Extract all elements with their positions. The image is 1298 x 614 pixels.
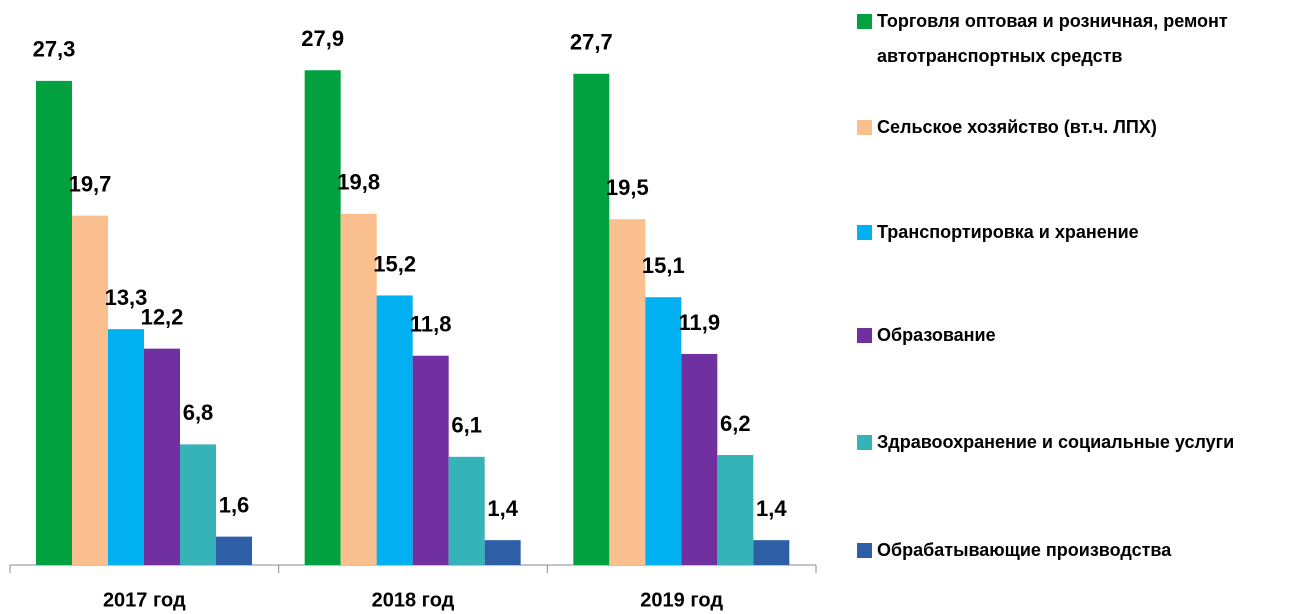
legend-swatch <box>857 14 872 29</box>
data-label: 15,2 <box>373 251 416 276</box>
bar <box>36 80 72 565</box>
legend-swatch <box>857 328 872 343</box>
legend-label: Здравоохранение и социальные услуги <box>877 432 1235 452</box>
legend-entry: Сельское хозяйство (вт.ч. ЛПХ) <box>857 110 1293 145</box>
data-label: 11,8 <box>410 312 452 337</box>
legend-swatch <box>857 543 872 558</box>
data-label: 19,7 <box>69 171 112 196</box>
data-label: 13,3 <box>105 285 148 310</box>
data-label: 6,1 <box>451 413 482 438</box>
x-tick-label: 2017 год <box>103 589 186 611</box>
data-label: 15,1 <box>642 253 685 278</box>
legend-entry: Транспортировка и хранение <box>857 215 1293 250</box>
bar <box>609 219 646 565</box>
legend-entry: Здравоохранение и социальные услуги <box>857 425 1293 460</box>
bar <box>144 348 180 565</box>
legend-label: Сельское хозяйство (вт.ч. ЛПХ) <box>877 117 1157 137</box>
legend-entry: Образование <box>857 318 1293 353</box>
bar <box>412 355 449 565</box>
legend-label: Транспортировка и хранение <box>877 222 1139 242</box>
bar <box>681 353 718 565</box>
legend-swatch <box>857 120 872 135</box>
bar <box>573 73 610 565</box>
data-label: 11,9 <box>679 310 721 335</box>
bar <box>216 536 252 565</box>
bar <box>717 455 754 565</box>
bar <box>108 329 144 565</box>
data-label: 6,8 <box>183 400 214 425</box>
bar <box>340 213 377 565</box>
data-label: 19,8 <box>337 170 380 195</box>
bar <box>753 540 790 565</box>
x-tick-label: 2019 год <box>640 589 723 611</box>
data-label: 12,2 <box>141 304 184 329</box>
legend-swatch <box>857 435 872 450</box>
data-label: 1,6 <box>219 492 250 517</box>
legend-label: Обрабатывающие производства <box>877 540 1172 560</box>
bar <box>376 295 413 565</box>
legend-label: Торговля оптовая и розничная, ремонт авт… <box>877 11 1228 66</box>
bar <box>72 215 108 566</box>
legend-label: Образование <box>877 325 996 345</box>
legend-swatch <box>857 225 872 240</box>
bar <box>645 297 682 565</box>
data-label: 27,7 <box>570 30 613 55</box>
data-label: 6,2 <box>720 411 751 436</box>
data-label: 27,9 <box>301 26 344 51</box>
bar <box>448 456 485 565</box>
chart: 2017 год 27,3 19,7 13,312,2 6,8 1,6 2018 год 27… <box>9 26 817 611</box>
legend-entry: Обрабатывающие производства <box>857 533 1293 568</box>
data-label: 1,4 <box>756 496 787 521</box>
data-label: 19,5 <box>606 175 649 200</box>
data-label: 1,4 <box>487 496 518 521</box>
bar <box>180 444 216 565</box>
x-tick-label: 2018 год <box>372 589 455 611</box>
bar <box>484 540 521 565</box>
bar <box>304 70 341 566</box>
legend-entry: Торговля оптовая и розничная, ремонт авт… <box>857 4 1293 74</box>
data-label: 27,3 <box>33 37 76 62</box>
